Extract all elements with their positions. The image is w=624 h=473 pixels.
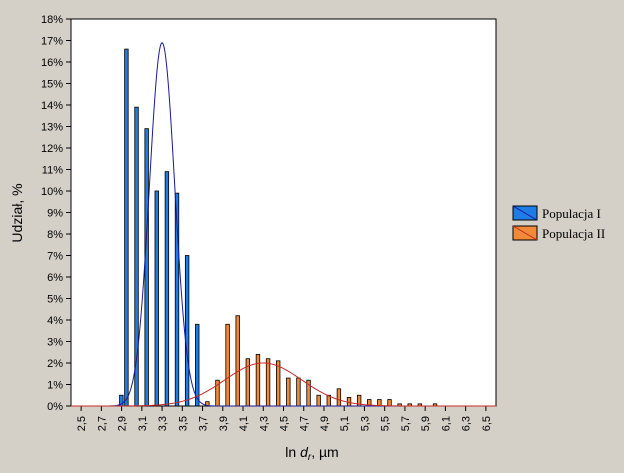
- x-tick-label: 3,1: [137, 416, 149, 431]
- x-tick-label: 2,5: [76, 416, 88, 431]
- x-axis-label-var: d: [300, 444, 309, 460]
- x-tick-label: 6,1: [440, 416, 452, 431]
- y-tick-label: 12%: [41, 143, 63, 155]
- bar-series-2: [286, 377, 291, 407]
- x-tick-label: 5,9: [420, 416, 432, 431]
- bar-series-2: [336, 388, 342, 407]
- y-tick-label: 14%: [41, 100, 63, 112]
- legend-label-populacja-2: Populacja II: [542, 226, 605, 241]
- x-tick-label: 3,9: [218, 416, 230, 431]
- x-axis-label-sub: r: [308, 452, 312, 463]
- y-tick-label: 13%: [41, 122, 63, 134]
- x-tick-label: 5,3: [359, 416, 371, 431]
- bar-series-1: [174, 192, 180, 407]
- legend-label-populacja-1: Populacja I: [542, 206, 601, 221]
- legend-swatch-line-populacja-1: [512, 205, 538, 221]
- x-tick-label: 2,7: [96, 416, 108, 431]
- x-tick-label: 3,3: [157, 416, 169, 431]
- x-axis-label-suffix: , µm: [311, 444, 339, 460]
- bar-series-2: [387, 399, 392, 407]
- x-tick-label: 5,5: [380, 416, 392, 431]
- bar-series-2: [255, 353, 261, 407]
- x-axis-label: ln dr, µm: [285, 444, 338, 463]
- curves-layer: [71, 41, 496, 407]
- bar-series-2: [205, 401, 210, 407]
- legend: Populacja I Populacja II: [512, 205, 605, 241]
- bar-series-2: [276, 360, 281, 407]
- y-tick-label: 11%: [42, 165, 63, 177]
- bar-series-1: [154, 190, 159, 407]
- y-tick-label: 16%: [41, 57, 63, 69]
- y-axis-label: Udział, %: [9, 183, 25, 242]
- fit-curve-series-2: [71, 362, 496, 407]
- x-axis: 2,5 2,7 2,9 3,1 3,3 3,5 3,7 3,9 4,1 4,3 4,5 4,7 4,9 5…: [76, 406, 493, 431]
- y-axis: 0% 1% 2% 3% 4% 5% 6% 7% 8% 9% 10% 11% 12% 13% 14% 15% 16…: [41, 14, 71, 413]
- bar-series-1: [144, 128, 149, 407]
- y-tick-label: 6%: [47, 272, 63, 284]
- y-tick-label: 3%: [47, 337, 63, 349]
- legend-swatch-line-populacja-2: [512, 225, 538, 241]
- x-axis-label-prefix: ln: [285, 444, 296, 460]
- y-tick-label: 2%: [47, 358, 63, 370]
- y-tick-label: 1%: [47, 380, 63, 392]
- y-tick-label: 10%: [41, 186, 63, 198]
- y-tick-label: 9%: [47, 208, 63, 220]
- bar-series-1: [124, 48, 129, 407]
- bar-series-2: [265, 358, 271, 407]
- bar-series-2: [235, 315, 240, 407]
- y-tick-label: 0%: [47, 401, 63, 413]
- y-tick-label: 5%: [47, 294, 63, 306]
- y-tick-label: 15%: [41, 79, 63, 91]
- x-tick-label: 4,3: [258, 416, 270, 431]
- y-tick-label: 7%: [47, 251, 63, 263]
- plot-area: [70, 18, 497, 407]
- x-tick-label: 4,7: [299, 416, 311, 431]
- x-tick-label: 5,1: [339, 416, 351, 431]
- bar-series-1: [164, 171, 170, 407]
- y-tick-label: 8%: [47, 229, 63, 241]
- bar-series-1: [184, 255, 190, 407]
- x-tick-label: 6,3: [461, 416, 473, 431]
- y-tick-label: 18%: [41, 14, 63, 26]
- legend-item-populacja-2[interactable]: Populacja II: [512, 225, 605, 241]
- y-tick-label: 17%: [41, 36, 63, 48]
- bar-series-1: [195, 323, 200, 407]
- x-tick-label: 3,7: [198, 416, 210, 431]
- legend-item-populacja-1[interactable]: Populacja I: [512, 205, 601, 221]
- bar-series-2: [296, 377, 301, 407]
- x-tick-label: 4,5: [279, 416, 291, 431]
- bar-series-2: [316, 394, 321, 407]
- bar-series-2: [225, 323, 230, 407]
- x-tick-label: 4,9: [319, 416, 331, 431]
- x-tick-label: 6,5: [481, 416, 493, 431]
- x-tick-label: 5,7: [400, 416, 412, 431]
- x-tick-label: 2,9: [117, 416, 129, 431]
- x-tick-label: 3,5: [177, 416, 189, 431]
- y-tick-label: 4%: [47, 315, 63, 327]
- x-tick-label: 4,1: [238, 416, 250, 431]
- bars-layer: [119, 48, 438, 407]
